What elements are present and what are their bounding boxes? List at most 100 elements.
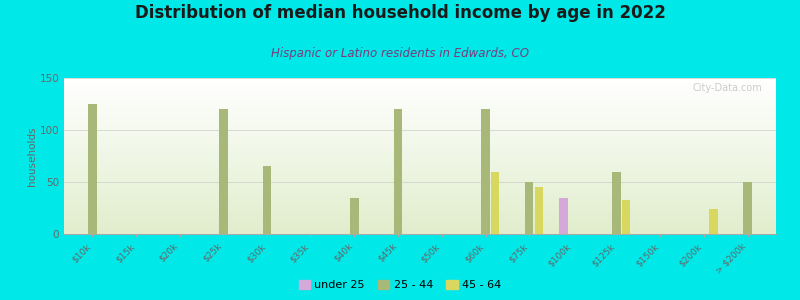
- Bar: [64, 216, 776, 217]
- Bar: [64, 182, 776, 183]
- Bar: [64, 113, 776, 114]
- Bar: [64, 175, 776, 176]
- Bar: [64, 117, 776, 118]
- Bar: [64, 156, 776, 157]
- Bar: [743, 182, 752, 234]
- Bar: [64, 108, 776, 109]
- Bar: [64, 219, 776, 220]
- Bar: [64, 100, 776, 101]
- Bar: [64, 192, 776, 193]
- Bar: [525, 182, 534, 234]
- Bar: [64, 199, 776, 200]
- Bar: [64, 230, 776, 231]
- Bar: [64, 226, 776, 227]
- Bar: [64, 205, 776, 206]
- Bar: [64, 231, 776, 232]
- Bar: [64, 152, 776, 153]
- Bar: [64, 114, 776, 115]
- Bar: [64, 140, 776, 141]
- Bar: [64, 80, 776, 81]
- Bar: [64, 177, 776, 178]
- Bar: [64, 171, 776, 172]
- Bar: [64, 86, 776, 87]
- Bar: [64, 232, 776, 233]
- Bar: [64, 145, 776, 146]
- Bar: [64, 96, 776, 97]
- Text: City-Data.com: City-Data.com: [692, 83, 762, 93]
- Bar: [64, 214, 776, 215]
- Text: Hispanic or Latino residents in Edwards, CO: Hispanic or Latino residents in Edwards,…: [271, 46, 529, 59]
- Bar: [350, 198, 358, 234]
- Bar: [64, 184, 776, 185]
- Bar: [64, 201, 776, 202]
- Bar: [64, 127, 776, 128]
- Bar: [64, 178, 776, 179]
- Bar: [64, 212, 776, 213]
- Bar: [64, 133, 776, 134]
- Bar: [64, 124, 776, 125]
- Bar: [64, 202, 776, 203]
- Bar: [64, 153, 776, 154]
- Bar: [64, 102, 776, 103]
- Bar: [64, 161, 776, 162]
- Bar: [64, 139, 776, 140]
- Bar: [64, 106, 776, 107]
- Bar: [64, 176, 776, 177]
- Bar: [64, 185, 776, 186]
- Bar: [64, 189, 776, 190]
- Bar: [64, 137, 776, 138]
- Bar: [64, 110, 776, 111]
- Bar: [64, 218, 776, 219]
- Y-axis label: households: households: [26, 126, 37, 186]
- Bar: [64, 190, 776, 191]
- Bar: [64, 93, 776, 94]
- Bar: [64, 215, 776, 216]
- Bar: [64, 85, 776, 86]
- Bar: [88, 104, 97, 234]
- Bar: [64, 228, 776, 229]
- Bar: [64, 95, 776, 96]
- Bar: [64, 225, 776, 226]
- Bar: [64, 221, 776, 222]
- Bar: [64, 87, 776, 88]
- Bar: [64, 150, 776, 151]
- Bar: [64, 142, 776, 143]
- Bar: [64, 79, 776, 80]
- Bar: [64, 122, 776, 123]
- Bar: [64, 168, 776, 169]
- Bar: [64, 204, 776, 205]
- Bar: [622, 200, 630, 234]
- Bar: [64, 186, 776, 187]
- Bar: [64, 220, 776, 221]
- Bar: [64, 89, 776, 90]
- Bar: [64, 135, 776, 136]
- Bar: [64, 83, 776, 84]
- Bar: [64, 116, 776, 117]
- Bar: [64, 194, 776, 195]
- Bar: [64, 99, 776, 100]
- Bar: [64, 125, 776, 126]
- Bar: [219, 109, 228, 234]
- Bar: [64, 163, 776, 164]
- Bar: [64, 181, 776, 182]
- Bar: [64, 148, 776, 149]
- Bar: [64, 183, 776, 184]
- Bar: [710, 209, 718, 234]
- Bar: [64, 217, 776, 218]
- Bar: [64, 115, 776, 116]
- Bar: [64, 191, 776, 192]
- Bar: [64, 222, 776, 223]
- Bar: [64, 149, 776, 150]
- Bar: [64, 126, 776, 127]
- Bar: [64, 223, 776, 224]
- Bar: [64, 144, 776, 145]
- Bar: [64, 207, 776, 208]
- Bar: [64, 143, 776, 144]
- Bar: [64, 119, 776, 120]
- Bar: [64, 111, 776, 112]
- Bar: [64, 203, 776, 204]
- Bar: [64, 224, 776, 225]
- Bar: [64, 123, 776, 124]
- Bar: [64, 134, 776, 135]
- Bar: [64, 172, 776, 173]
